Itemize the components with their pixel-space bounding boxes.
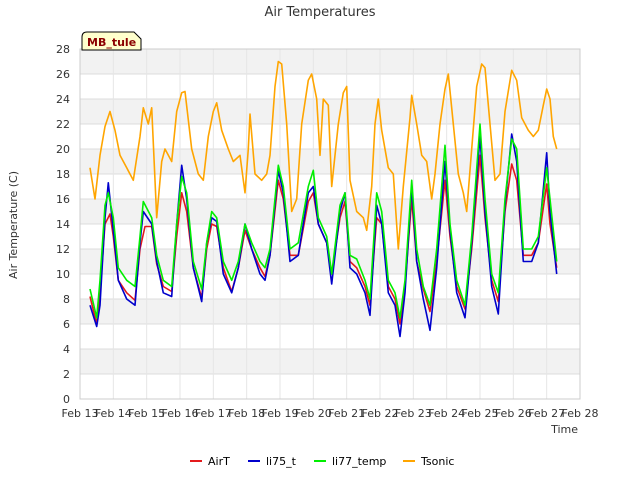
y-tick-label: 20 [56,143,70,156]
x-tick-label: Feb 17 [195,407,232,420]
x-axis-label: Time [550,423,578,436]
x-tick-label: Feb 26 [495,407,532,420]
y-tick-label: 18 [56,168,70,181]
x-tick-label: Feb 24 [428,407,465,420]
x-tick-label: Feb 19 [262,407,299,420]
plot-band [80,299,580,324]
chart-title: Air Temperatures [264,5,375,20]
x-tick-label: Feb 15 [128,407,165,420]
y-tick-label: 12 [56,243,70,256]
grid-lines [79,48,581,400]
plot-band [80,199,580,224]
y-tick-label: 14 [56,218,70,231]
y-tick-label: 0 [63,393,70,406]
x-tick-label: Feb 28 [562,407,599,420]
x-tick-label: Feb 22 [362,407,399,420]
plot-frame [79,48,581,400]
x-tick-label: Feb 16 [162,407,199,420]
plot-band [80,349,580,374]
series-line-li77-temp [89,123,558,319]
y-tick-label: 6 [63,318,70,331]
plot-band [80,99,580,124]
y-tick-label: 24 [56,93,70,106]
plot-band [80,49,580,74]
y-tick-label: 16 [56,193,70,206]
legend-label-li77-temp: li77_temp [332,455,386,468]
station-badge: MB_tule [81,31,142,51]
y-tick-label: 26 [56,68,70,81]
badge-box [81,31,142,51]
legend-label-tsonic: Tsonic [420,455,454,468]
x-tick-label: Feb 23 [395,407,432,420]
series-lines [89,60,558,338]
series-line-tsonic [89,60,558,250]
y-axis-label: Air Temperature (C) [7,171,20,279]
y-tick-label: 8 [63,293,70,306]
legend: AirT li75_t li77_temp Tsonic [190,455,454,468]
badge-label: MB_tule [87,36,136,49]
y-tick-label: 22 [56,118,70,131]
x-tick-label: Feb 18 [228,407,265,420]
x-tick-label: Feb 20 [295,407,332,420]
y-tick-label: 10 [56,268,70,281]
x-tick-label: Feb 27 [528,407,565,420]
x-tick-label: Feb 13 [62,407,99,420]
x-tick-label: Feb 14 [95,407,132,420]
legend-label-airt: AirT [208,455,230,468]
x-tick-label: Feb 25 [462,407,499,420]
y-tick-label: 28 [56,43,70,56]
x-tick-label: Feb 21 [328,407,365,420]
y-tick-label: 2 [63,368,70,381]
legend-label-li75-t: li75_t [266,455,297,468]
y-tick-label: 4 [63,343,70,356]
